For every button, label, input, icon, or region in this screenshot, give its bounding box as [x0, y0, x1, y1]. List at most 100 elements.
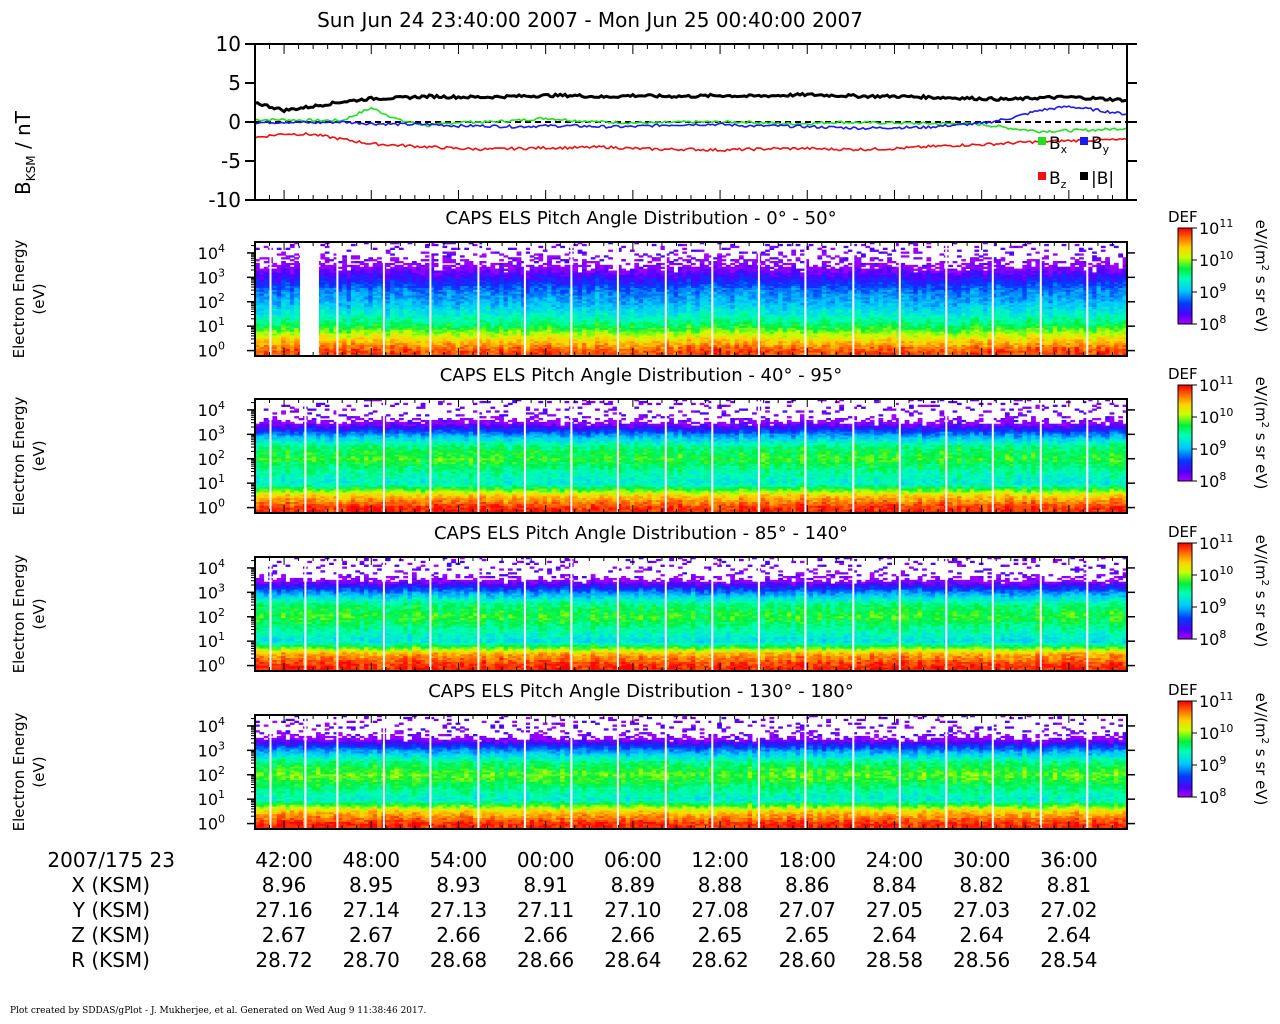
- ephemeris-table: 2007/175 23 42:00 48:00 54:00 00:00 06:00 12:…: [0, 848, 1280, 978]
- data-gap: [1086, 715, 1089, 829]
- ephemeris-value: 28.64: [588, 948, 678, 972]
- time-tick-label: 48:00: [326, 848, 416, 872]
- data-gap: [336, 557, 339, 671]
- data-gap: [757, 557, 760, 671]
- mag-frame: [254, 43, 1128, 201]
- colorbar-label: DEF: [1168, 524, 1198, 541]
- energy-axis-unit: (eV): [30, 283, 48, 314]
- data-gap: [1039, 242, 1042, 356]
- ephemeris-row: R (KSM) 28.72 28.70 28.68 28.66 28.64 28.62 28.…: [0, 948, 1280, 972]
- colorbar-frame: [1177, 700, 1193, 798]
- data-gap: [336, 399, 339, 513]
- energy-ytick-label: 102: [198, 606, 225, 627]
- ephemeris-value: 27.10: [588, 898, 678, 922]
- colorbar-tick-label: 109: [1199, 596, 1226, 617]
- data-gap: [1086, 399, 1089, 513]
- ephemeris-value: 2.64: [937, 923, 1027, 947]
- energy-ytick-label: 104: [198, 399, 225, 420]
- data-gap: [711, 242, 714, 356]
- ephemeris-label: Z (KSM): [0, 923, 150, 947]
- data-gap: [711, 715, 714, 829]
- colorbar-tick-label: 1010: [1199, 249, 1233, 270]
- spectrogram-panel: CAPS ELS Pitch Angle Distribution - 85° …: [0, 523, 1280, 676]
- mag-ytick-label: 0: [228, 110, 241, 134]
- data-gap: [711, 557, 714, 671]
- ephemeris-label: R (KSM): [0, 948, 150, 972]
- energy-axis-unit: (eV): [30, 756, 48, 787]
- data-gap: [852, 399, 855, 513]
- ephemeris-value: 28.72: [239, 948, 329, 972]
- energy-ytick-label: 102: [198, 291, 225, 312]
- energy-ytick-label: 104: [198, 557, 225, 578]
- data-gap: [570, 715, 573, 829]
- data-gap: [757, 242, 760, 356]
- data-gap: [991, 399, 994, 513]
- time-tick-label: 18:00: [762, 848, 852, 872]
- footer-credit: Plot created by SDDAS/gPlot - J. Mukherj…: [10, 1006, 426, 1016]
- data-gap: [852, 242, 855, 356]
- mag-ylabel: BKSM / nT: [11, 110, 38, 195]
- ephemeris-value: 27.13: [413, 898, 503, 922]
- energy-ytick-label: 101: [198, 788, 225, 809]
- energy-axis-label: Electron Energy: [10, 712, 28, 831]
- data-gap: [382, 715, 385, 829]
- series-bz-line: [254, 132, 1128, 153]
- data-gap: [991, 242, 994, 356]
- data-gap: [570, 242, 573, 356]
- energy-ytick-label: 100: [198, 340, 225, 359]
- colorbar-tick-label: 1010: [1199, 722, 1233, 743]
- ephemeris-label: Y (KSM): [0, 898, 150, 922]
- colorbar-tick-label: 108: [1199, 786, 1226, 807]
- data-gap: [1039, 557, 1042, 671]
- energy-ytick-label: 102: [198, 764, 225, 785]
- heatmap-cells: [255, 557, 1128, 672]
- ephemeris-label: X (KSM): [0, 873, 150, 897]
- ephemeris-value: 28.68: [413, 948, 503, 972]
- data-gap: [991, 715, 994, 829]
- colorbar-unit: eV/(m2 s sr eV): [1252, 693, 1270, 806]
- time-tick-label: 12:00: [675, 848, 765, 872]
- mag-ytick-label: 5: [228, 71, 241, 95]
- spectrogram-title: CAPS ELS Pitch Angle Distribution - 85° …: [434, 524, 848, 544]
- data-gap: [664, 557, 667, 671]
- data-gap: [757, 715, 760, 829]
- data-gap: [664, 715, 667, 829]
- colorbar: [1178, 228, 1192, 325]
- data-gap: [1039, 399, 1042, 513]
- ephemeris-value: 27.16: [239, 898, 329, 922]
- page-title: Sun Jun 24 23:40:00 2007 - Mon Jun 25 00…: [255, 8, 925, 32]
- data-gap: [804, 242, 807, 356]
- heatmap-cells: [255, 715, 1128, 830]
- colorbar-tick-label: 108: [1199, 470, 1226, 491]
- mag-ytick-label: -5: [221, 149, 241, 173]
- ephemeris-row: X (KSM) 8.96 8.95 8.93 8.91 8.89 8.88 8.86 8.84 8…: [0, 873, 1280, 897]
- ephemeris-value: 27.05: [849, 898, 939, 922]
- ephemeris-value: 2.67: [326, 923, 416, 947]
- time-tick-label: 36:00: [1024, 848, 1114, 872]
- legend-bz-swatch: [1038, 172, 1046, 180]
- legend-bz: Bz: [1049, 169, 1067, 191]
- energy-ytick-label: 100: [198, 655, 225, 674]
- data-gap: [991, 557, 994, 671]
- energy-ytick-label: 102: [198, 448, 225, 469]
- data-gap: [852, 715, 855, 829]
- colorbar-unit: eV/(m2 s sr eV): [1252, 220, 1270, 333]
- ephemeris-value: 28.62: [675, 948, 765, 972]
- data-gap: [804, 557, 807, 671]
- ephemeris-value: 8.84: [849, 873, 939, 897]
- ephemeris-value: 27.14: [326, 898, 416, 922]
- data-gap: [804, 715, 807, 829]
- legend-by-swatch: [1080, 137, 1088, 145]
- data-gap: [804, 399, 807, 513]
- series-by-line: [254, 105, 1128, 131]
- data-gap: [945, 399, 948, 513]
- data-gap: [616, 715, 619, 829]
- colorbar-tick-label: 1011: [1199, 374, 1233, 395]
- colorbar-tick-label: 1011: [1199, 532, 1233, 553]
- spectrogram-title: CAPS ELS Pitch Angle Distribution - 40° …: [440, 366, 843, 386]
- colorbar-frame: [1177, 227, 1193, 325]
- data-gap: [477, 242, 480, 356]
- data-gap: [269, 242, 272, 356]
- energy-ytick-label: 103: [198, 739, 225, 760]
- time-tick-label: 00:00: [501, 848, 591, 872]
